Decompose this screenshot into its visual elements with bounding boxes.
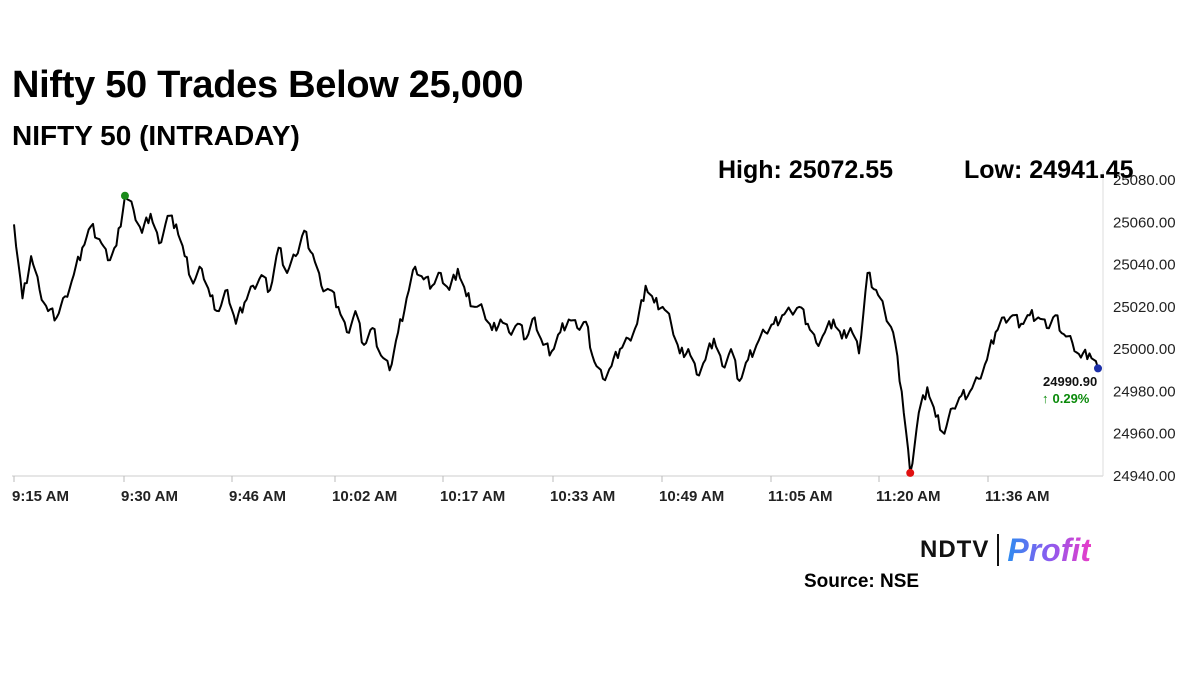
x-tick-label: 11:05 AM (768, 488, 832, 505)
low-readout: Low: 24941.45 (964, 156, 1134, 184)
x-tick-label: 9:46 AM (229, 488, 286, 505)
x-tick-label: 10:49 AM (659, 488, 724, 505)
low-point-marker (906, 468, 915, 477)
y-tick-label: 25080.00 (1113, 172, 1176, 189)
price-series-line (13, 194, 1099, 474)
chart-subtitle: NIFTY 50 (INTRADAY) (12, 120, 300, 151)
x-tick-label: 10:02 AM (332, 488, 397, 505)
last-change-value: 0.29% (1053, 391, 1090, 406)
y-tick-label: 25040.00 (1113, 257, 1176, 274)
y-tick-label: 24960.00 (1113, 426, 1176, 443)
last-price-label: 24990.90 (1043, 374, 1097, 389)
last-point-marker (1094, 364, 1102, 373)
y-tick-label: 25020.00 (1113, 299, 1176, 316)
chart-title: Nifty 50 Trades Below 25,000 (12, 64, 524, 106)
high-readout: High: 25072.55 (718, 156, 894, 184)
x-tick-label: 10:33 AM (550, 488, 615, 505)
y-tick-label: 24940.00 (1113, 468, 1176, 485)
x-tick-label: 9:15 AM (12, 488, 69, 505)
last-change-label: ↑ 0.29% (1042, 391, 1090, 406)
high-point-marker (120, 191, 129, 200)
y-tick-label: 25060.00 (1113, 214, 1176, 231)
source-note: Source: NSE (804, 571, 920, 592)
y-tick-label: 25000.00 (1113, 341, 1176, 358)
logo-divider (997, 534, 1000, 566)
logo-ndtv-text: NDTV (920, 536, 990, 563)
x-tick-label: 9:30 AM (121, 488, 178, 505)
x-tick-label: 11:36 AM (985, 488, 1049, 505)
y-tick-label: 24980.00 (1113, 383, 1176, 400)
ndtv-profit-logo: NDTV Profit (920, 532, 1091, 568)
x-tick-label: 11:20 AM (876, 488, 940, 505)
x-tick-label: 10:17 AM (440, 488, 505, 505)
up-arrow-icon: ↑ (1042, 391, 1049, 406)
logo-profit-text: Profit (1007, 531, 1091, 568)
